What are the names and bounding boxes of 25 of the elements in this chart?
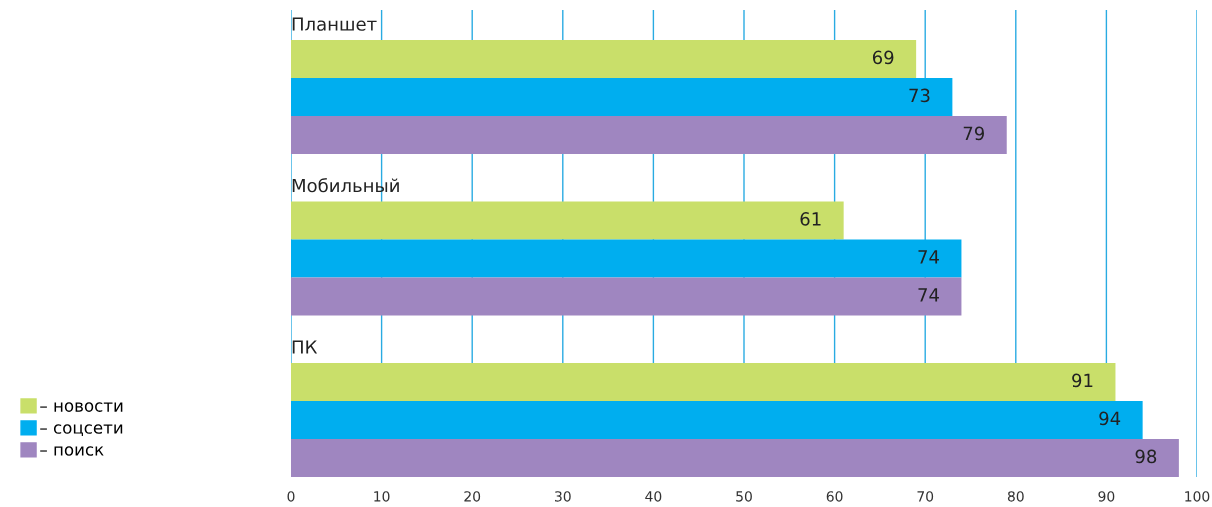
legend-label: – соцсети [40,424,123,436]
data-label: 73 [909,88,930,103]
x-tick-label: 60 [826,491,843,502]
data-label: 61 [800,212,821,226]
x-tick-label: 70 [917,491,934,502]
data-label: 69 [872,50,894,65]
x-tick-label: 10 [374,491,390,502]
x-tick-label: 80 [1007,491,1024,502]
x-tick-label: 50 [736,491,752,502]
x-tick-label: 40 [645,491,662,502]
data-label: 94 [1099,411,1121,426]
x-tick-label: 20 [464,491,481,502]
x-tick-label: 90 [1098,491,1115,502]
data-label: 79 [963,126,984,141]
x-tick-label: 0 [287,491,295,502]
legend-label: – поиск [40,446,104,456]
y-tick-label: ПК [292,340,318,354]
data-label: 91 [1072,373,1093,388]
data-label: 74 [918,250,939,264]
legend-label: – новости [40,402,123,412]
y-tick-label: Планшет [292,17,377,31]
data-label: 98 [1135,449,1157,464]
x-tick-label: 30 [555,491,571,502]
x-tick-label: 100 [1185,491,1210,502]
data-label: 74 [918,288,939,302]
